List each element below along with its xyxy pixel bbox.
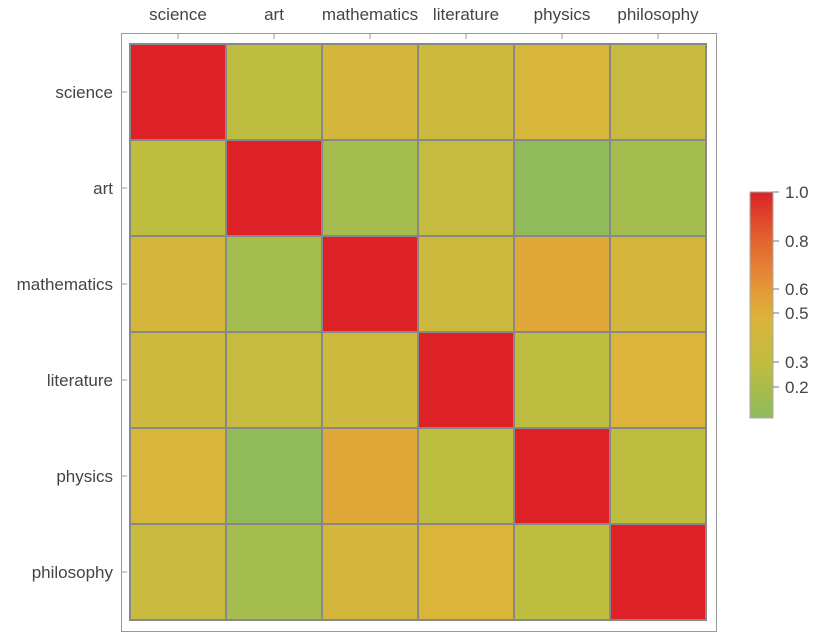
x-tick-label: literature bbox=[433, 5, 499, 24]
y-tick-label: art bbox=[93, 179, 113, 198]
heatmap-cell bbox=[225, 331, 323, 429]
plot-frame bbox=[121, 33, 717, 632]
x-tick-label: mathematics bbox=[322, 5, 418, 24]
y-tick-label: physics bbox=[56, 467, 113, 486]
heatmap-cell bbox=[129, 427, 227, 525]
x-tick-label: physics bbox=[534, 5, 591, 24]
x-tick-label: philosophy bbox=[617, 5, 699, 24]
heatmap-cell bbox=[225, 139, 323, 237]
heatmap-cell bbox=[513, 235, 611, 333]
heatmap-cell bbox=[321, 331, 419, 429]
legend-tick-label: 0.6 bbox=[785, 280, 809, 299]
heatmap-cell bbox=[417, 523, 515, 621]
heatmap-cell bbox=[609, 139, 707, 237]
y-tick-label: science bbox=[55, 83, 113, 102]
heatmap-cell bbox=[321, 427, 419, 525]
heatmap-cell bbox=[513, 43, 611, 141]
heatmap-cell bbox=[321, 43, 419, 141]
heatmap-cell bbox=[417, 331, 515, 429]
heatmap-cell bbox=[321, 139, 419, 237]
heatmap-cell bbox=[225, 523, 323, 621]
y-tick-label: philosophy bbox=[32, 563, 114, 582]
y-tick-label: mathematics bbox=[17, 275, 113, 294]
legend-tick-label: 1.0 bbox=[785, 183, 809, 202]
heatmap-cell bbox=[129, 235, 227, 333]
heatmap-cell bbox=[321, 235, 419, 333]
heatmap-cell bbox=[417, 427, 515, 525]
x-tick-label: art bbox=[264, 5, 284, 24]
heatmap-cell bbox=[225, 427, 323, 525]
heatmap-cell bbox=[609, 43, 707, 141]
heatmap-cell bbox=[513, 523, 611, 621]
legend-tick-label: 0.2 bbox=[785, 378, 809, 397]
heatmap-cell bbox=[513, 331, 611, 429]
heatmap-cell bbox=[417, 139, 515, 237]
heatmap-cell bbox=[321, 523, 419, 621]
x-tick-label: science bbox=[149, 5, 207, 24]
heatmap-cell bbox=[417, 235, 515, 333]
heatmap-cell bbox=[609, 427, 707, 525]
legend-tick-label: 0.8 bbox=[785, 232, 809, 251]
heatmap-cell bbox=[225, 235, 323, 333]
heatmap-cell bbox=[609, 235, 707, 333]
legend-tick-label: 0.3 bbox=[785, 353, 809, 372]
heatmap-cell bbox=[129, 43, 227, 141]
heatmap-cell bbox=[129, 523, 227, 621]
heatmap-cell bbox=[417, 43, 515, 141]
heatmap-cell bbox=[609, 331, 707, 429]
y-tick-label: literature bbox=[47, 371, 113, 390]
heatmap-cell bbox=[129, 331, 227, 429]
color-legend-bar bbox=[749, 191, 774, 419]
heatmap-cell bbox=[129, 139, 227, 237]
heatmap-cell bbox=[609, 523, 707, 621]
heatmap-cell bbox=[513, 427, 611, 525]
heatmap-cell bbox=[225, 43, 323, 141]
heatmap-cell bbox=[513, 139, 611, 237]
legend-tick-label: 0.5 bbox=[785, 304, 809, 323]
